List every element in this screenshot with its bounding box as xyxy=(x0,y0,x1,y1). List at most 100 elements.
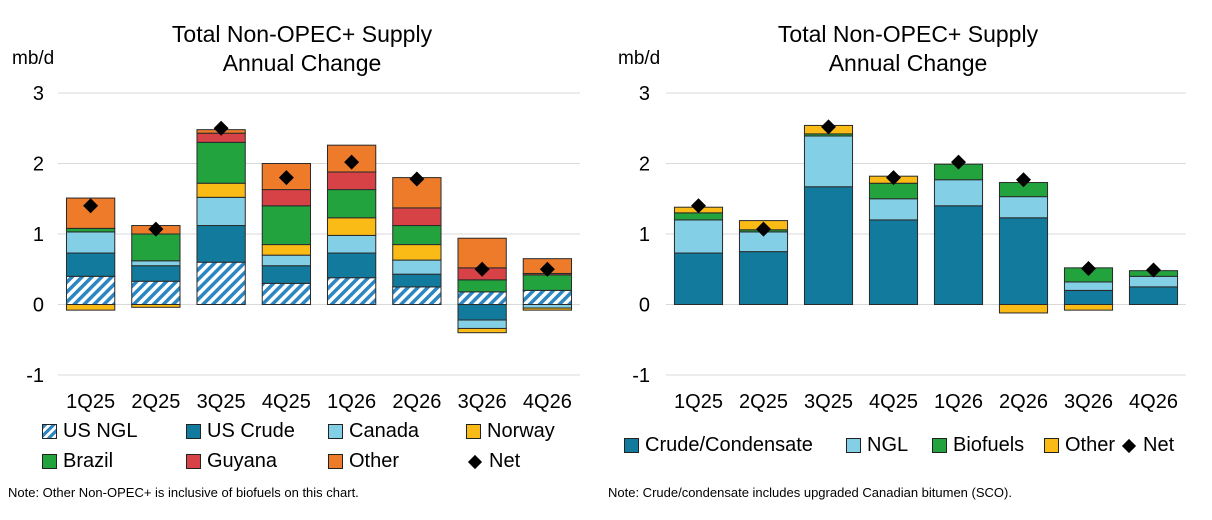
bar-ngl-3q26 xyxy=(1063,281,1114,291)
net-marker-2q26 xyxy=(1016,172,1031,188)
bar-crude-condensate-4q25 xyxy=(868,219,919,305)
legend-swatch xyxy=(42,424,57,439)
legend-swatch xyxy=(932,438,947,453)
bar-us-ngl-3q26 xyxy=(457,291,507,305)
bar-us-crude-3q25 xyxy=(196,225,246,263)
legend-item-brazil: Brazil xyxy=(42,450,113,473)
bar-us-crude-3q26 xyxy=(457,304,507,321)
legend-diamond-icon xyxy=(467,454,483,469)
legend-swatch xyxy=(624,438,639,453)
bar-us-ngl-1q26 xyxy=(326,277,377,305)
bar-guyana-1q26 xyxy=(326,171,377,191)
y-tick-label: 1 xyxy=(639,224,650,246)
legend-label: Norway xyxy=(487,420,555,442)
bar-guyana-2q26 xyxy=(392,207,442,227)
bar-brazil-3q25 xyxy=(196,141,246,184)
bar-us-ngl-4q25 xyxy=(261,282,312,306)
x-tick-label: 1Q25 xyxy=(66,391,115,413)
bar-canada-2q26 xyxy=(392,259,442,275)
bar-ngl-1q26 xyxy=(933,179,984,207)
bar-us-crude-2q25 xyxy=(131,265,181,282)
bar-canada-4q26 xyxy=(522,304,573,309)
legend-label: Canada xyxy=(349,420,420,442)
chart-title-line2: Annual Change xyxy=(828,50,988,76)
x-tick-label: 3Q25 xyxy=(804,391,853,413)
net-marker-3q25 xyxy=(213,120,229,136)
bar-canada-3q25 xyxy=(196,196,246,227)
bar-canada-1q25 xyxy=(65,231,116,254)
legend-item-net: Net xyxy=(1120,434,1174,457)
legend-swatch xyxy=(186,454,201,469)
y-tick-label: 3 xyxy=(33,83,44,105)
bar-crude-condensate-3q26 xyxy=(1063,289,1114,305)
bar-us-crude-1q26 xyxy=(326,252,377,279)
bar-crude-condensate-3q25 xyxy=(803,186,854,305)
bar-other-3q26 xyxy=(1063,304,1114,311)
bar-us-ngl-1q25 xyxy=(65,275,116,305)
legend-swatch xyxy=(328,454,343,469)
y-tick-label: 0 xyxy=(33,295,44,317)
chart-title-line1: Total Non-OPEC+ Supply xyxy=(171,21,433,47)
right-chart-panel: Total Non-OPEC+ Supply Annual Change mb/… xyxy=(604,0,1212,520)
legend-swatch xyxy=(1044,438,1059,453)
y-tick-label: 3 xyxy=(639,83,650,105)
bar-norway-2q25 xyxy=(131,304,181,308)
legend-label: Net xyxy=(1143,434,1175,456)
legend-label: Other xyxy=(1065,434,1116,456)
x-tick-label: 2Q26 xyxy=(999,391,1048,413)
x-tick-label: 3Q26 xyxy=(1064,391,1113,413)
x-tick-label: 1Q26 xyxy=(327,391,376,413)
x-tick-label: 4Q25 xyxy=(262,391,311,413)
bar-canada-3q26 xyxy=(457,319,507,329)
bar-norway-3q26 xyxy=(457,327,507,334)
bar-ngl-4q25 xyxy=(868,198,919,221)
x-tick-label: 3Q26 xyxy=(458,391,507,413)
bar-other-2q26 xyxy=(998,304,1049,314)
chart-title: Total Non-OPEC+ Supply Annual Change xyxy=(604,20,1212,78)
legend-swatch xyxy=(186,424,201,439)
legend-item-us-ngl: US NGL xyxy=(42,420,137,443)
bar-brazil-2q25 xyxy=(131,233,181,262)
legend-label: Other xyxy=(349,450,400,472)
bar-biofuels-4q25 xyxy=(868,182,919,200)
bar-canada-4q25 xyxy=(261,254,312,267)
legend-diamond-icon xyxy=(1121,438,1137,453)
x-tick-label: 1Q25 xyxy=(674,391,723,413)
net-marker-1q26 xyxy=(344,154,360,170)
bar-crude-condensate-1q25 xyxy=(673,252,724,306)
legend-label: NGL xyxy=(867,434,909,456)
legend-label: Crude/Condensate xyxy=(645,434,813,456)
net-marker-3q26 xyxy=(474,261,490,277)
y-tick-label: 2 xyxy=(639,154,650,176)
x-tick-label: 2Q26 xyxy=(392,391,441,413)
legend-label: US Crude xyxy=(207,420,295,442)
bar-brazil-1q25 xyxy=(65,227,116,233)
legend-swatch xyxy=(846,438,861,453)
net-marker-3q25 xyxy=(821,119,836,135)
legend-swatch xyxy=(328,424,343,439)
bar-brazil-2q26 xyxy=(392,225,442,246)
bar-crude-condensate-1q26 xyxy=(933,205,984,305)
legend-item-us-crude: US Crude xyxy=(186,420,295,443)
net-marker-4q25 xyxy=(278,170,294,186)
legend-item-net: Net xyxy=(466,450,520,473)
x-tick-label: 2Q25 xyxy=(131,391,180,413)
net-marker-2q26 xyxy=(409,171,425,187)
bar-us-ngl-2q25 xyxy=(131,280,181,305)
legend-item-norway: Norway xyxy=(466,420,555,443)
y-tick-label: -1 xyxy=(632,365,650,387)
x-tick-label: 2Q25 xyxy=(739,391,788,413)
bar-norway-2q26 xyxy=(392,244,442,261)
chart-title: Total Non-OPEC+ Supply Annual Change xyxy=(0,20,604,78)
legend-item-canada: Canada xyxy=(328,420,419,443)
legend-label: Net xyxy=(489,450,521,472)
bar-us-ngl-4q26 xyxy=(522,289,573,305)
y-tick-label: -1 xyxy=(26,365,44,387)
legend-item-ngl: NGL xyxy=(846,434,908,457)
x-tick-label: 3Q25 xyxy=(197,391,246,413)
legend-swatch xyxy=(466,424,481,439)
net-marker-4q26 xyxy=(1146,262,1161,278)
legend-item-other: Other xyxy=(1044,434,1115,457)
y-axis-unit: mb/d xyxy=(618,48,661,69)
bar-us-crude-1q25 xyxy=(65,252,116,277)
